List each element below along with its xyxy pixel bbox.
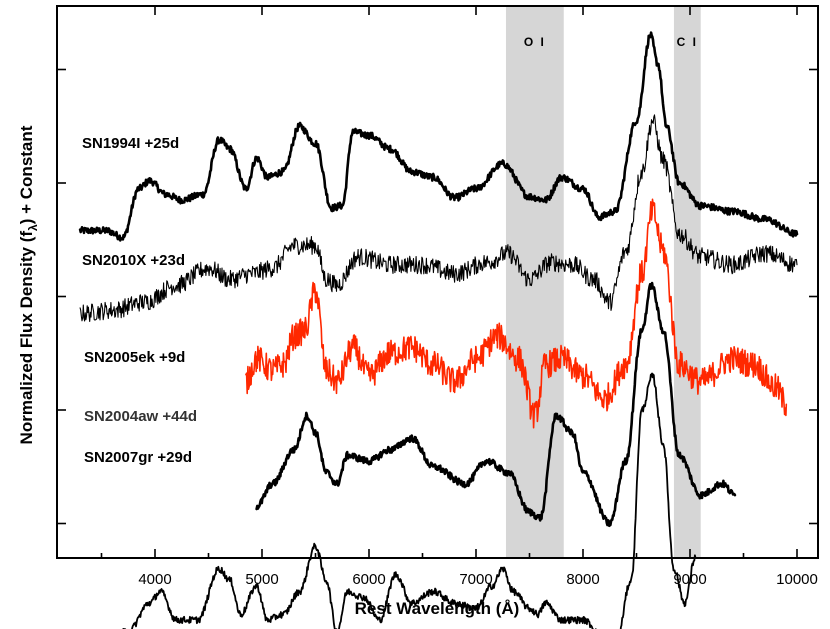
spectrum-sn2004aw [255,281,737,528]
x-tick-label: 4000 [138,571,171,588]
label-sn2010x: SN2010X +23d [82,252,185,269]
shaded-band-ci [673,7,701,557]
shaded-band-oi [505,7,564,557]
oi-band-label: O I [524,35,546,49]
shaded-bands [505,7,701,557]
x-tick-label: 10000 [776,571,818,588]
x-tick-label: 8000 [566,571,599,588]
label-sn2007gr: SN2007gr +29d [84,449,192,466]
spectrum-sn2005ek [245,198,788,429]
label-sn1994i: SN1994I +25d [82,135,179,152]
x-tick-label: 9000 [673,571,706,588]
y-axis-title: Normalized Flux Density (fλ) + Constant [17,125,40,444]
plot-frame [56,5,819,559]
x-tick-label: 5000 [245,571,278,588]
spectra-lines [78,31,799,629]
spectrum-sn1994i [78,31,799,242]
x-axis-title: Rest Wavelength (Å) [355,599,520,618]
x-axis-ticks: 4000 5000 6000 7000 8000 9000 10000 [100,6,818,588]
y-axis-ticks [57,68,818,525]
x-tick-label: 7000 [459,571,492,588]
x-tick-label: 6000 [352,571,385,588]
ci-band-label: C I [677,35,698,49]
label-sn2004aw: SN2004aw +44d [84,408,197,425]
label-sn2005ek: SN2005ek +9d [84,349,185,366]
spectrum-sn2010x [79,114,798,322]
